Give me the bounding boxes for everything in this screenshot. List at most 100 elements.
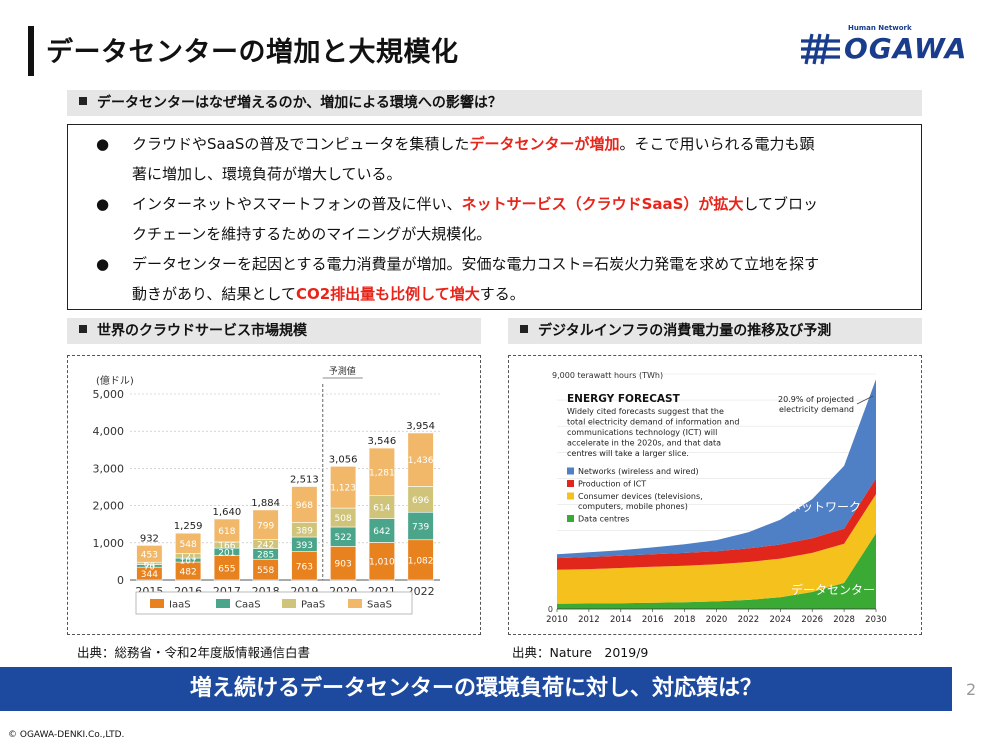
bullet-text: データセンターを起因とする電力消費量が増加。安価な電力コスト=石炭火力発電を求め… bbox=[132, 249, 902, 309]
bar-segment-label: 1,082 bbox=[408, 556, 434, 566]
bullet-text-line: 著に増加し、環境負荷が増大している。 bbox=[132, 165, 402, 183]
bar-total-label: 932 bbox=[140, 533, 159, 544]
bar-segment-saas bbox=[407, 432, 434, 487]
bar-segment-label: 618 bbox=[218, 527, 235, 537]
forecast-label: 予測値 bbox=[329, 365, 356, 377]
bar-segment-label: 903 bbox=[335, 560, 352, 570]
area-consumer bbox=[557, 494, 876, 604]
annotation-text: 20.9% of projected bbox=[778, 395, 854, 404]
bullet-text-part: クラウドやSaaSの普及でコンピュータを集積した bbox=[132, 135, 470, 153]
legend-swatch bbox=[348, 599, 362, 608]
bar-total-label: 1,259 bbox=[174, 521, 203, 532]
copyright: © OGAWA-DENKI.Co.,LTD. bbox=[8, 730, 125, 740]
title-accent-bar bbox=[28, 26, 34, 76]
cloud-market-bar-chart: (億ドル)01,0002,0003,0004,0005,000予測値344706… bbox=[93, 365, 440, 615]
bar-segment-label: 166 bbox=[218, 542, 235, 552]
bar-total-label: 1,640 bbox=[213, 507, 242, 518]
bullet-marker: ● bbox=[96, 135, 110, 153]
bar-segment-label: 522 bbox=[335, 533, 352, 543]
bullet-box: ● クラウドやSaaSの普及でコンピュータを集積したデータセンターが増加。そこで… bbox=[67, 124, 922, 310]
banner-text: 増え続けるデータセンターの環境負荷に対し、対応策は？ bbox=[189, 676, 762, 701]
legend-label: computers, mobile phones) bbox=[578, 502, 688, 511]
legend-swatch bbox=[150, 599, 164, 608]
page-title: データセンターの増加と大規模化 bbox=[46, 37, 459, 68]
bar-segment-label: 1,010 bbox=[369, 558, 395, 568]
legend-swatch bbox=[567, 492, 574, 500]
y-tick-label: 1,000 bbox=[93, 537, 125, 550]
y-tick-label: 3,000 bbox=[93, 462, 125, 475]
bar-segment-iaas bbox=[213, 555, 240, 581]
bar-segment-saas bbox=[291, 486, 318, 523]
bullet-text-part: インターネットやスマートフォンの普及に伴い、 bbox=[132, 195, 462, 213]
forecast-description-line: total electricity demand of information … bbox=[567, 418, 739, 427]
bar-segment-label: 558 bbox=[257, 566, 274, 576]
datacenter-label: データセンター bbox=[791, 582, 875, 597]
y-tick-label: 2,000 bbox=[93, 500, 125, 513]
y-tick-label: 0 bbox=[117, 574, 124, 587]
x-tick-label: 2028 bbox=[833, 615, 855, 625]
bar-segment-label: 696 bbox=[412, 496, 429, 506]
annotation-text: electricity demand bbox=[779, 405, 854, 414]
source-cloud-market: 出典：総務省・令和2年度版情報通信白書 bbox=[77, 645, 310, 660]
bar-segment-label: 344 bbox=[141, 570, 158, 580]
bar-segment-iaas bbox=[330, 546, 357, 581]
x-tick-label: 2022 bbox=[738, 615, 760, 625]
y-tick-label: 4,000 bbox=[93, 425, 125, 438]
legend-label: Networks (wireless and wired) bbox=[578, 467, 699, 476]
bar-segment-label: 285 bbox=[257, 550, 274, 560]
legend-label: Data centres bbox=[578, 515, 629, 524]
bar-segment-label: 508 bbox=[335, 514, 352, 524]
area-production bbox=[557, 478, 876, 570]
energy-forecast-chart-frame bbox=[508, 355, 922, 635]
logo-mark-icon bbox=[801, 33, 840, 65]
bar-segment-label: 1,281 bbox=[369, 468, 395, 478]
bar-segment-label: 201 bbox=[218, 548, 235, 558]
bar-segment-saas bbox=[368, 447, 395, 497]
bullet-highlight: ネットサービス（クラウドSaaS）が拡大 bbox=[461, 195, 744, 213]
x-tick-label: 2022 bbox=[407, 585, 435, 598]
bar-segment-saas bbox=[136, 545, 163, 563]
square-bullet-icon bbox=[520, 325, 528, 333]
legend-swatch bbox=[282, 599, 296, 608]
section-header-why: データセンターはなぜ増えるのか、増加による環境への影響は？ bbox=[67, 90, 922, 116]
bullet-text-part: してブロッ bbox=[743, 195, 818, 213]
legend-label: IaaS bbox=[169, 600, 191, 611]
bar-segment-label: 642 bbox=[373, 527, 390, 537]
bar-segment-label: 121 bbox=[180, 552, 197, 562]
area-networks bbox=[557, 379, 876, 559]
bullet-highlight: データセンターが増加 bbox=[469, 135, 620, 153]
section-header-text: データセンターはなぜ増えるのか、増加による環境への影響は？ bbox=[97, 95, 502, 111]
legend-label: PaaS bbox=[301, 600, 325, 611]
bar-segment-label: 393 bbox=[296, 541, 313, 551]
bar-segment-label: 1,436 bbox=[408, 456, 434, 466]
legend-swatch bbox=[567, 515, 574, 522]
forecast-description-line: Widely cited forecasts suggest that the bbox=[567, 407, 724, 416]
bar-segment-label: 242 bbox=[257, 541, 274, 551]
bar-segment-label: 739 bbox=[412, 523, 429, 533]
bar-segment-saas bbox=[252, 509, 279, 540]
cloud-market-chart-frame bbox=[67, 355, 481, 635]
bullet-text-part: する。 bbox=[479, 285, 525, 303]
x-tick-label: 2016 bbox=[642, 615, 664, 625]
bullet-text-part: 。そこで用いられる電力も顕 bbox=[619, 135, 815, 153]
bar-segment-iaas bbox=[407, 539, 434, 581]
bullet-text-part: 動きがあり、結果として bbox=[132, 285, 296, 303]
bar-segment-label: 763 bbox=[296, 562, 313, 572]
bar-segment-label: 64 bbox=[144, 560, 156, 570]
bar-segment-label: 107 bbox=[180, 557, 197, 567]
bar-segment-label: 389 bbox=[296, 526, 313, 536]
forecast-description-line: accelerate in the 2020s, and that data bbox=[567, 439, 721, 448]
legend-swatch bbox=[567, 467, 574, 475]
y-axis-label: 9,000 terawatt hours (TWh) bbox=[552, 371, 663, 380]
company-logo: Human Network OGAWA bbox=[800, 24, 976, 72]
x-tick-label: 2018 bbox=[674, 615, 696, 625]
area-data bbox=[557, 533, 876, 609]
page-number: 2 bbox=[966, 680, 977, 699]
x-tick-label: 2024 bbox=[769, 615, 791, 625]
annotation-pointer bbox=[856, 395, 874, 405]
section-header-cloud-market: 世界のクラウドサービス市場規模 bbox=[67, 318, 481, 344]
legend-swatch bbox=[567, 480, 574, 487]
bar-total-label: 3,546 bbox=[368, 436, 397, 447]
section-header-digital-infra: デジタルインフラの消費電力量の推移及び予測 bbox=[508, 318, 922, 344]
